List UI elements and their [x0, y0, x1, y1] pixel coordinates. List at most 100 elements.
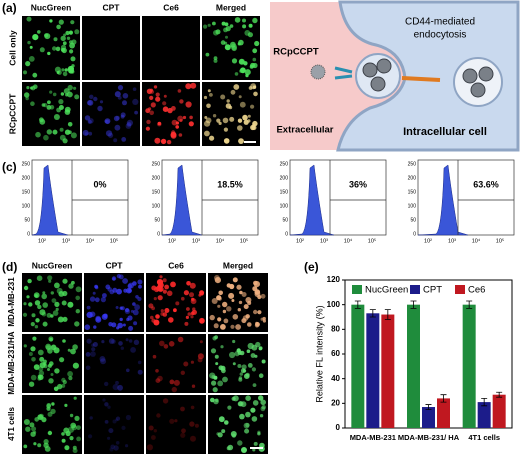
cell — [43, 364, 48, 369]
cell — [45, 343, 52, 350]
cell — [205, 52, 210, 57]
cell — [215, 398, 219, 403]
cell — [62, 339, 66, 343]
cell — [120, 346, 125, 350]
cell — [218, 121, 222, 125]
cell — [238, 138, 244, 145]
nanoparticle — [462, 68, 478, 84]
cell — [166, 290, 173, 297]
cell — [234, 17, 241, 23]
cell — [252, 448, 256, 452]
cell — [28, 56, 35, 62]
flow-histogram — [161, 164, 203, 236]
cell — [234, 72, 239, 76]
cell — [66, 36, 71, 40]
bar — [477, 402, 491, 428]
cell — [212, 21, 216, 26]
cell — [132, 281, 137, 286]
cell — [217, 317, 222, 322]
cell — [37, 304, 42, 310]
cell — [211, 380, 217, 386]
cell — [260, 293, 266, 299]
cell — [244, 69, 251, 76]
cell — [213, 56, 218, 60]
cell — [253, 441, 258, 446]
cell — [74, 29, 80, 35]
cell — [229, 116, 235, 122]
cell — [85, 352, 91, 357]
cell — [230, 89, 236, 95]
cell — [190, 435, 196, 442]
error-bar — [425, 404, 432, 410]
cell — [73, 86, 77, 90]
cell — [102, 398, 106, 402]
cell — [145, 108, 151, 114]
cell — [70, 348, 76, 355]
cell — [63, 427, 70, 434]
bar — [381, 314, 395, 428]
error-bar — [369, 309, 376, 318]
cell — [72, 362, 79, 369]
cell — [216, 118, 221, 123]
flow-y-tick: 250 — [408, 161, 417, 167]
cell — [46, 403, 52, 408]
cell — [209, 135, 215, 141]
cell — [247, 114, 251, 118]
cell — [181, 296, 185, 301]
flow-x-tick: 10⁵ — [110, 237, 118, 244]
flow-x-tick: 10² — [296, 238, 304, 244]
cell — [163, 344, 169, 349]
cell — [133, 321, 138, 326]
flow-y-tick: 50 — [154, 217, 160, 223]
cell — [107, 436, 111, 440]
cell — [163, 94, 167, 98]
cell — [122, 278, 128, 284]
flow-x-tick: 10⁵ — [496, 237, 504, 244]
cell — [223, 138, 230, 144]
cell — [162, 278, 167, 283]
flow-y-tick: 250 — [22, 161, 31, 167]
cell — [126, 287, 132, 294]
cell — [112, 277, 116, 281]
cell — [194, 423, 199, 428]
cell — [132, 87, 137, 91]
cell — [253, 91, 258, 97]
gate-percent: 18.5% — [217, 179, 243, 189]
flow-y-tick: 100 — [408, 203, 417, 209]
cell — [56, 24, 61, 30]
cell — [28, 352, 33, 356]
flow-x-tick: 10³ — [448, 238, 456, 244]
cell — [217, 380, 224, 387]
micrograph-bg — [82, 82, 140, 146]
cell — [73, 396, 77, 400]
micrograph — [84, 273, 144, 332]
nanoparticle — [376, 58, 392, 74]
cell — [229, 351, 236, 359]
cell — [104, 119, 108, 123]
cell — [222, 309, 227, 314]
cell — [186, 307, 190, 311]
cell — [251, 416, 258, 422]
flow-y-tick: 200 — [280, 175, 289, 181]
micrograph — [208, 273, 268, 332]
cell — [204, 130, 210, 137]
cell — [57, 316, 64, 323]
cell — [43, 439, 49, 445]
cell — [67, 301, 74, 308]
cell — [242, 114, 248, 121]
cell — [50, 373, 54, 376]
cell — [30, 374, 37, 381]
flow-x-tick: 10⁴ — [86, 237, 95, 244]
cell — [109, 289, 115, 295]
x-tick-label: MDA-MB-231 — [350, 433, 396, 442]
cell — [252, 400, 259, 406]
cell — [152, 354, 157, 359]
cell — [92, 342, 98, 347]
cell — [153, 319, 160, 326]
cell — [128, 339, 133, 343]
nanoparticle — [362, 62, 378, 78]
cell — [225, 35, 228, 39]
cell — [189, 282, 196, 289]
cell — [113, 445, 119, 451]
